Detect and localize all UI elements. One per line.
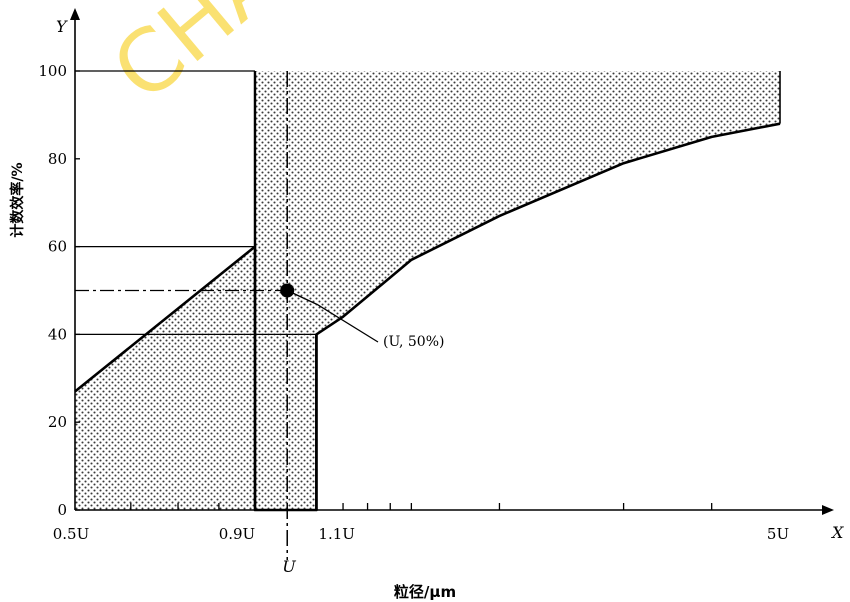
y-axis-letter: Y	[56, 17, 68, 36]
ytick-label-60: 60	[48, 238, 67, 256]
xtick-label-1.1U: 1.1U	[318, 525, 355, 543]
xtick-label-0.5U: 0.5U	[53, 525, 90, 543]
y-axis-label: 计数效率/%	[9, 162, 26, 237]
ytick-label-20: 20	[48, 413, 67, 431]
xtick-label-5U: 5U	[767, 525, 789, 543]
x-axis-arrow	[822, 505, 834, 515]
point-annotation: (U, 50%)	[383, 334, 444, 350]
u-marker-label: U	[282, 557, 296, 576]
y-axis-arrow	[70, 8, 80, 20]
ytick-label-80: 80	[48, 150, 67, 168]
x-axis-letter: X	[830, 523, 844, 542]
ytick-label-40: 40	[48, 325, 67, 343]
x-axis-label: 粒径/μm	[394, 583, 456, 601]
ytick-label-100: 100	[38, 62, 67, 80]
ytick-label-0: 0	[57, 501, 67, 519]
acceptance-region	[75, 71, 780, 510]
annotation-leader	[286, 289, 379, 343]
xtick-label-0.9U: 0.9U	[219, 525, 256, 543]
